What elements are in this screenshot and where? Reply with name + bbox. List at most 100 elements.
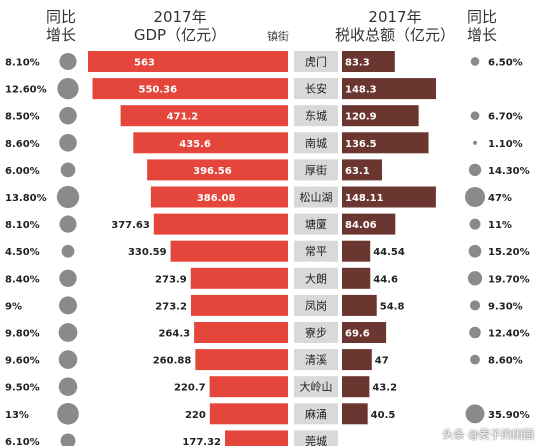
tax-value-label: 83.3 bbox=[345, 58, 370, 69]
town-box bbox=[294, 430, 338, 446]
town-name: 塘厦 bbox=[305, 217, 327, 231]
gdp-growth-label: 8.10% bbox=[5, 220, 40, 231]
tax-growth-label: 1.10% bbox=[488, 139, 523, 150]
gdp-value-label: 264.3 bbox=[158, 329, 190, 340]
tax-value-label: 63.1 bbox=[345, 166, 370, 177]
gdp-growth-label: 8.50% bbox=[5, 112, 40, 123]
gdp-value-label: 220 bbox=[185, 410, 206, 421]
tax-growth-label: 15.20% bbox=[488, 247, 530, 258]
town-name: 清溪 bbox=[305, 354, 327, 367]
gdp-value-label: 273.2 bbox=[155, 301, 187, 312]
town-name: 虎门 bbox=[305, 55, 327, 69]
town-box bbox=[294, 51, 338, 72]
gdp-bar bbox=[209, 403, 288, 425]
gdp-bar bbox=[120, 105, 288, 127]
gdp-growth-label: 8.10% bbox=[5, 58, 40, 69]
gdp-growth-label: 8.60% bbox=[5, 139, 40, 150]
tax-growth-label: 6.50% bbox=[488, 58, 523, 69]
gdp-growth-circle bbox=[59, 215, 77, 233]
tax-bar bbox=[342, 51, 395, 72]
gdp-growth-label: 6.00% bbox=[5, 166, 40, 177]
gdp-bar bbox=[194, 322, 288, 343]
gdp-bar bbox=[88, 51, 288, 72]
town-name: 大岭山 bbox=[300, 380, 333, 394]
gdp-value-label: 273.9 bbox=[155, 274, 187, 285]
tax-bar bbox=[342, 78, 436, 100]
tax-value-label: 54.8 bbox=[380, 301, 405, 312]
tax-growth-circle bbox=[468, 163, 482, 177]
left-growth-header: 同比 增长 bbox=[40, 8, 82, 44]
gdp-value-label: 471.2 bbox=[167, 112, 199, 123]
gdp-value-label: 220.7 bbox=[174, 383, 206, 394]
gdp-growth-label: 13% bbox=[5, 410, 29, 421]
gdp-growth-circle bbox=[57, 77, 79, 100]
tax-header-line1: 2017年 bbox=[368, 8, 422, 26]
tax-growth-label: 12.40% bbox=[488, 329, 530, 340]
gdp-growth-label: 9% bbox=[5, 301, 22, 312]
town-name: 东城 bbox=[305, 110, 327, 123]
tax-bar bbox=[342, 105, 419, 127]
tax-bar bbox=[342, 349, 372, 371]
town-name: 常平 bbox=[305, 245, 327, 258]
gdp-bar bbox=[153, 213, 288, 235]
gdp-growth-circle bbox=[60, 433, 76, 446]
town-box bbox=[294, 159, 338, 181]
gdp-value-label: 177.32 bbox=[182, 437, 221, 446]
gdp-bar bbox=[150, 186, 288, 208]
tax-value-label: 44.54 bbox=[373, 247, 405, 258]
gdp-bar bbox=[147, 159, 288, 181]
tax-bar bbox=[342, 376, 370, 398]
gdp-growth-circle bbox=[58, 377, 78, 396]
town-name: 寮步 bbox=[305, 326, 327, 340]
right-growth-header-line1: 同比 bbox=[466, 8, 497, 26]
town-box bbox=[294, 403, 338, 425]
tax-growth-label: 9.30% bbox=[488, 301, 523, 312]
gdp-growth-circle bbox=[57, 402, 79, 425]
tax-growth-label: 8.60% bbox=[488, 356, 523, 367]
gdp-growth-circle bbox=[56, 185, 80, 209]
town-name: 莞城 bbox=[305, 435, 327, 446]
gdp-value-label: 563 bbox=[134, 58, 155, 69]
town-box bbox=[294, 267, 338, 289]
town-box bbox=[294, 349, 338, 371]
gdp-growth-circle bbox=[59, 296, 77, 315]
tax-growth-circle bbox=[470, 57, 480, 66]
gdp-growth-circle bbox=[59, 52, 77, 71]
tax-bar bbox=[342, 294, 377, 316]
gdp-bar bbox=[170, 240, 288, 262]
town-name: 松山湖 bbox=[300, 190, 333, 204]
town-name: 厚街 bbox=[305, 163, 327, 177]
gdp-value-label: 550.36 bbox=[138, 85, 177, 96]
tax-bar bbox=[342, 213, 396, 235]
town-box bbox=[294, 240, 338, 262]
gdp-bar bbox=[209, 376, 288, 398]
gdp-header-line2: GDP（亿元） bbox=[133, 26, 227, 44]
gdp-value-label: 377.63 bbox=[111, 220, 150, 231]
tax-value-label: 120.9 bbox=[345, 112, 377, 123]
tax-bar bbox=[342, 322, 387, 343]
town-box bbox=[294, 322, 338, 343]
gdp-growth-circle bbox=[59, 106, 77, 125]
tax-growth-circle bbox=[465, 187, 485, 207]
tax-bar bbox=[342, 186, 436, 208]
town-name: 南城 bbox=[305, 137, 327, 150]
gdp-growth-label: 9.80% bbox=[5, 329, 40, 340]
tax-bar bbox=[342, 159, 382, 181]
tax-growth-circle bbox=[467, 271, 483, 286]
tax-bar bbox=[342, 240, 371, 262]
tax-growth-circle bbox=[469, 326, 481, 339]
gdp-growth-label: 8.40% bbox=[5, 274, 40, 285]
gdp-header: 2017年 GDP（亿元） bbox=[110, 8, 250, 44]
town-box bbox=[294, 376, 338, 398]
gdp-growth-label: 9.50% bbox=[5, 383, 40, 394]
town-box bbox=[294, 132, 338, 154]
gdp-bar bbox=[133, 132, 288, 154]
tax-bar bbox=[342, 267, 371, 289]
gdp-growth-circle bbox=[61, 244, 75, 258]
gdp-growth-label: 6.10% bbox=[5, 437, 40, 446]
town-box bbox=[294, 105, 338, 127]
gdp-growth-label: 9.60% bbox=[5, 356, 40, 367]
tax-growth-circle bbox=[465, 404, 485, 424]
gdp-header-line1: 2017年 bbox=[153, 8, 207, 26]
